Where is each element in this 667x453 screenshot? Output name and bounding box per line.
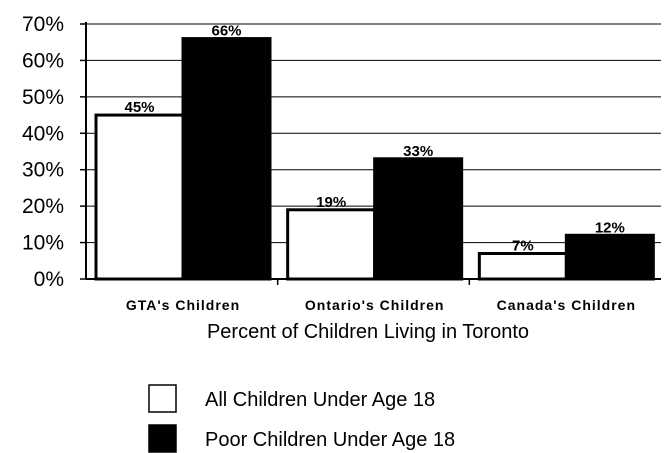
bar-poor-children xyxy=(373,157,464,281)
bar-all-children xyxy=(477,252,568,281)
legend-swatch-poor-children xyxy=(148,424,177,453)
x-axis-ticks: GTA's Children Ontario's Children Canada's… xyxy=(126,279,636,313)
x-tick-label: Canada's Children xyxy=(497,297,636,313)
x-tick-label: Ontario's Children xyxy=(305,297,445,313)
bar-all-children xyxy=(286,208,377,281)
bar-poor-children xyxy=(564,233,655,281)
y-axis-ticks: 0% 10% 20% 30% 40% 50% 60% 70% xyxy=(22,13,86,291)
bar-all-children xyxy=(94,113,185,281)
data-label: 66% xyxy=(211,23,241,40)
legend-label: Poor Children Under Age 18 xyxy=(205,429,455,451)
data-labels: 45% 66% 19% 33% 7% 12% xyxy=(124,23,624,255)
data-label: 12% xyxy=(595,219,625,236)
y-tick-label: 40% xyxy=(22,122,64,145)
data-label: 19% xyxy=(316,194,346,211)
data-label: 45% xyxy=(124,99,154,116)
y-tick-label: 50% xyxy=(22,86,64,109)
y-tick-label: 60% xyxy=(22,49,64,72)
bars xyxy=(94,37,655,281)
legend-swatch-all-children xyxy=(148,384,177,413)
y-tick-label: 10% xyxy=(22,232,64,255)
bar-poor-children xyxy=(181,37,272,281)
y-tick-label: 20% xyxy=(22,195,64,218)
legend-label: All Children Under Age 18 xyxy=(205,389,435,411)
legend: All Children Under Age 18 Poor Children U… xyxy=(148,384,455,453)
y-tick-label: 70% xyxy=(22,13,64,36)
data-label: 33% xyxy=(403,143,433,160)
x-tick-label: GTA's Children xyxy=(126,297,240,313)
x-axis-label: Percent of Children Living in Toronto xyxy=(207,321,529,343)
y-tick-label: 30% xyxy=(22,159,64,182)
data-label: 7% xyxy=(512,238,534,255)
y-tick-label: 0% xyxy=(34,268,64,291)
